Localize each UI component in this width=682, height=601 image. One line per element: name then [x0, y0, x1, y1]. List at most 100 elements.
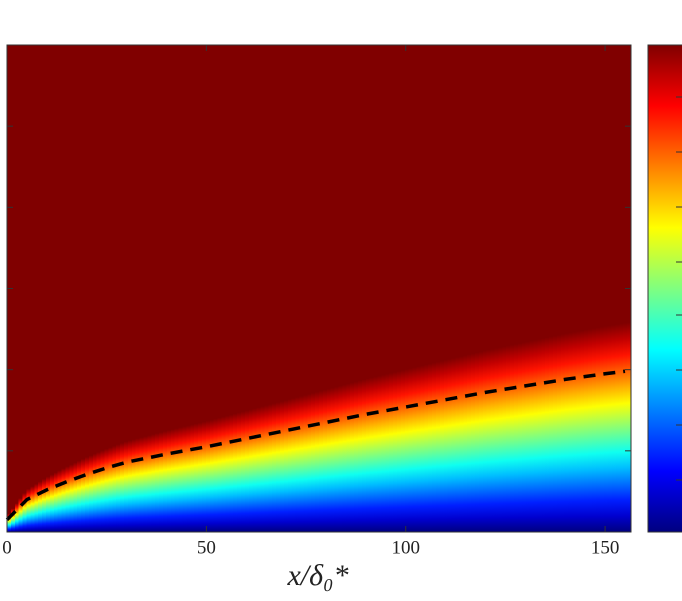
field-column	[553, 45, 558, 532]
field-column	[18, 45, 24, 532]
field-column	[233, 45, 238, 532]
field-column	[127, 45, 133, 532]
field-column	[178, 45, 184, 532]
field-column	[482, 45, 488, 532]
field-column	[416, 45, 421, 532]
field-column	[85, 45, 90, 532]
field-column	[151, 45, 156, 532]
field-column	[256, 45, 262, 532]
field-column	[537, 45, 542, 532]
field-column	[486, 45, 492, 532]
colorbar-ticks	[676, 96, 682, 481]
field-column	[525, 45, 531, 532]
field-column	[393, 45, 398, 532]
field-column	[533, 45, 538, 532]
field-column	[10, 45, 16, 532]
field-column	[471, 45, 476, 532]
field-column	[287, 45, 293, 532]
field-column	[358, 45, 363, 532]
field-column	[69, 45, 74, 532]
colorbar	[647, 44, 682, 533]
field-column	[65, 45, 70, 532]
field-column	[584, 45, 589, 532]
field-column	[163, 45, 168, 532]
field-column	[202, 45, 207, 532]
field-column	[143, 45, 148, 532]
field-column	[529, 45, 535, 532]
field-column	[61, 45, 67, 532]
field-column	[108, 45, 113, 532]
field-column	[135, 45, 141, 532]
field	[7, 45, 632, 532]
field-column	[182, 45, 187, 532]
field-column	[607, 45, 613, 532]
field-column	[447, 45, 453, 532]
field-column	[280, 45, 285, 532]
field-column	[541, 45, 546, 532]
field-column	[217, 45, 223, 532]
field-column	[34, 45, 39, 532]
field-column	[229, 45, 234, 532]
field-column	[365, 45, 371, 532]
field-column	[346, 45, 351, 532]
field-column	[295, 45, 301, 532]
field-column	[338, 45, 343, 532]
field-column	[22, 45, 28, 532]
field-column	[237, 45, 242, 532]
field-column	[46, 45, 51, 532]
field-column	[611, 45, 616, 532]
field-column	[205, 45, 211, 532]
field-column	[361, 45, 367, 532]
field-column	[131, 45, 137, 532]
field-column	[490, 45, 496, 532]
field-column	[451, 45, 457, 532]
field-column	[592, 45, 597, 532]
field-column	[272, 45, 277, 532]
field-column	[276, 45, 281, 532]
x-tick-label: 150	[591, 537, 620, 558]
field-column	[264, 45, 269, 532]
field-column	[517, 45, 523, 532]
field-column	[14, 45, 20, 532]
field-column	[443, 45, 449, 532]
field-column	[26, 45, 31, 532]
field-column	[455, 45, 460, 532]
field-column	[463, 45, 468, 532]
field-column	[475, 45, 480, 532]
field-column	[397, 45, 402, 532]
field-column	[311, 45, 316, 532]
x-tick-label: 0	[2, 537, 12, 558]
field-column	[248, 45, 254, 532]
field-column	[432, 45, 437, 532]
field-column	[369, 45, 375, 532]
field-column	[225, 45, 230, 532]
field-column	[159, 45, 164, 532]
field-column	[96, 45, 102, 532]
field-column	[424, 45, 429, 532]
field-column	[307, 45, 312, 532]
field-column	[619, 45, 624, 532]
field-column	[326, 45, 332, 532]
field-column	[241, 45, 246, 532]
field-column	[57, 45, 63, 532]
field-column	[342, 45, 347, 532]
field-column	[545, 45, 550, 532]
field-column	[104, 45, 109, 532]
field-column	[299, 45, 304, 532]
field-column	[120, 45, 125, 532]
field-column	[147, 45, 152, 532]
field-column	[170, 45, 176, 532]
field-column	[467, 45, 472, 532]
field-column	[615, 45, 620, 532]
field-column	[166, 45, 172, 532]
field-column	[428, 45, 433, 532]
field-column	[116, 45, 121, 532]
field-column	[174, 45, 180, 532]
field-column	[319, 45, 324, 532]
field-column	[439, 45, 445, 532]
field-column	[408, 45, 414, 532]
field-column	[322, 45, 328, 532]
field-column	[498, 45, 503, 532]
field-column	[334, 45, 340, 532]
